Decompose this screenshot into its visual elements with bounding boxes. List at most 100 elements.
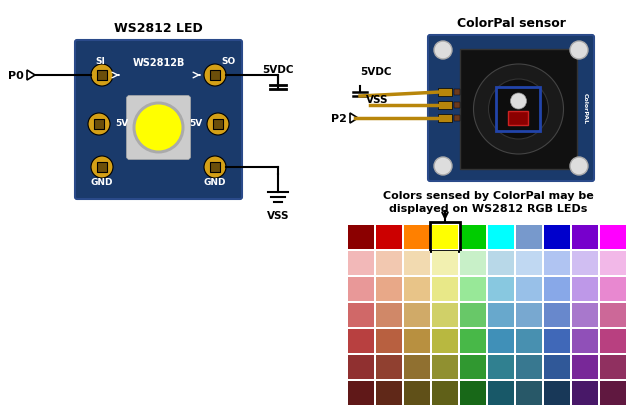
Bar — [600, 329, 626, 353]
Bar — [516, 303, 542, 327]
Bar — [376, 329, 402, 353]
Bar — [460, 252, 486, 275]
Circle shape — [488, 80, 549, 140]
Bar — [572, 277, 598, 301]
Text: 5VDC: 5VDC — [360, 67, 391, 77]
Bar — [544, 303, 570, 327]
Bar — [544, 226, 570, 249]
Text: SO: SO — [222, 58, 236, 66]
Bar — [572, 303, 598, 327]
Bar — [376, 381, 402, 405]
Text: SI: SI — [95, 58, 105, 66]
Text: WS2812B: WS2812B — [132, 58, 185, 68]
Text: P2: P2 — [331, 114, 347, 124]
Circle shape — [91, 157, 113, 179]
Bar — [544, 277, 570, 301]
Bar — [544, 252, 570, 275]
Text: 5V: 5V — [115, 119, 129, 128]
Bar — [572, 252, 598, 275]
Bar — [488, 226, 514, 249]
Bar — [348, 381, 374, 405]
Bar — [516, 277, 542, 301]
Text: 5VDC: 5VDC — [262, 65, 294, 75]
Bar — [430, 222, 460, 252]
Bar — [572, 381, 598, 405]
Bar — [432, 277, 458, 301]
Bar — [454, 90, 460, 96]
Bar — [460, 329, 486, 353]
Bar — [348, 277, 374, 301]
Text: GND: GND — [91, 178, 113, 187]
Bar — [454, 116, 460, 121]
Bar — [404, 252, 430, 275]
Bar — [516, 226, 542, 249]
Bar — [600, 277, 626, 301]
Circle shape — [135, 105, 181, 151]
Text: VSS: VSS — [266, 211, 289, 220]
Bar — [376, 303, 402, 327]
Bar — [438, 102, 452, 110]
Text: GND: GND — [204, 178, 226, 187]
Bar — [404, 329, 430, 353]
Circle shape — [570, 158, 588, 175]
Bar — [438, 115, 452, 123]
Bar — [404, 355, 430, 379]
Bar — [348, 252, 374, 275]
Bar — [488, 355, 514, 379]
Bar — [516, 329, 542, 353]
Text: WS2812 LED: WS2812 LED — [114, 22, 203, 35]
Bar — [600, 381, 626, 405]
Bar — [432, 329, 458, 353]
Bar — [348, 329, 374, 353]
Bar — [488, 303, 514, 327]
Bar — [376, 226, 402, 249]
Text: 5V: 5V — [189, 119, 202, 128]
Circle shape — [207, 114, 229, 136]
Bar — [516, 252, 542, 275]
Bar — [348, 355, 374, 379]
Bar — [460, 50, 577, 170]
Bar — [600, 303, 626, 327]
Bar — [348, 226, 374, 249]
Bar — [404, 226, 430, 249]
Bar — [454, 103, 460, 109]
Bar — [404, 303, 430, 327]
Bar — [376, 355, 402, 379]
Bar — [544, 355, 570, 379]
Bar — [432, 303, 458, 327]
Bar — [438, 89, 452, 97]
Bar — [516, 355, 542, 379]
Bar — [488, 252, 514, 275]
Bar — [460, 381, 486, 405]
Bar — [488, 277, 514, 301]
Bar — [213, 120, 223, 130]
Bar — [600, 355, 626, 379]
Bar — [97, 71, 107, 81]
FancyBboxPatch shape — [75, 41, 242, 200]
Bar — [94, 120, 104, 130]
Circle shape — [434, 158, 452, 175]
Text: ColorPal sensor: ColorPal sensor — [456, 17, 566, 30]
Circle shape — [204, 157, 226, 179]
Bar — [508, 112, 529, 126]
Bar — [432, 226, 458, 249]
Bar — [404, 277, 430, 301]
Bar — [460, 226, 486, 249]
Circle shape — [132, 102, 184, 154]
Bar — [432, 252, 458, 275]
Circle shape — [510, 94, 527, 110]
Bar — [544, 381, 570, 405]
Circle shape — [88, 114, 110, 136]
Text: P0: P0 — [8, 71, 24, 81]
Text: VSS: VSS — [366, 95, 389, 105]
Bar — [210, 162, 220, 173]
Bar — [488, 329, 514, 353]
Bar — [497, 88, 540, 132]
Bar — [404, 381, 430, 405]
Circle shape — [473, 65, 564, 155]
Circle shape — [570, 42, 588, 60]
Circle shape — [204, 65, 226, 87]
Bar — [572, 329, 598, 353]
Circle shape — [434, 42, 452, 60]
Bar — [460, 277, 486, 301]
